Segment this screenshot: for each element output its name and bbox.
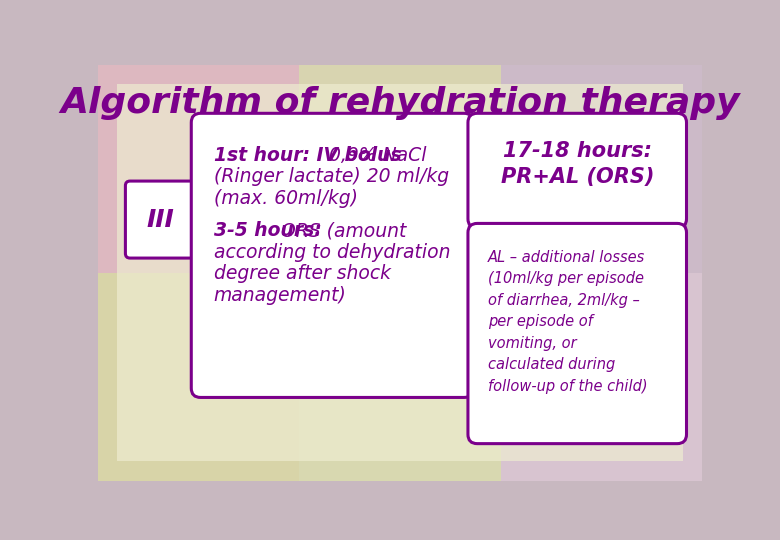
Bar [501, 273, 702, 481]
Text: ORS (amount: ORS (amount [281, 221, 406, 240]
Text: 0,9% NaCl: 0,9% NaCl [329, 146, 427, 165]
FancyBboxPatch shape [191, 113, 473, 397]
Text: (max. 60ml/kg): (max. 60ml/kg) [214, 189, 358, 208]
FancyBboxPatch shape [468, 113, 686, 228]
Text: follow-up of the child): follow-up of the child) [488, 379, 647, 394]
Text: (Ringer lactate) 20 ml/kg: (Ringer lactate) 20 ml/kg [214, 167, 448, 186]
Text: degree after shock: degree after shock [214, 264, 391, 283]
Bar [299, 273, 501, 481]
FancyBboxPatch shape [117, 84, 682, 461]
Text: (10ml/kg per episode: (10ml/kg per episode [488, 271, 644, 286]
Text: PR+AL (ORS): PR+AL (ORS) [501, 167, 654, 187]
Bar [299, 65, 501, 273]
Text: of diarrhea, 2ml/kg –: of diarrhea, 2ml/kg – [488, 293, 640, 308]
Text: 3-5 hours:: 3-5 hours: [214, 221, 328, 240]
Bar [501, 65, 702, 273]
Text: vomiting, or: vomiting, or [488, 336, 576, 351]
FancyBboxPatch shape [468, 224, 686, 444]
Text: Algorithm of rehydration therapy: Algorithm of rehydration therapy [60, 86, 739, 120]
Text: per episode of: per episode of [488, 314, 593, 329]
Text: calculated during: calculated during [488, 357, 615, 373]
Text: 1st hour: IV bolus: 1st hour: IV bolus [214, 146, 408, 165]
Text: according to dehydration: according to dehydration [214, 242, 450, 262]
Bar [98, 273, 299, 481]
Text: III: III [147, 207, 174, 232]
FancyBboxPatch shape [126, 181, 195, 258]
Text: AL – additional losses: AL – additional losses [488, 249, 645, 265]
Bar [98, 65, 299, 273]
Text: management): management) [214, 286, 346, 305]
Text: 17-18 hours:: 17-18 hours: [503, 141, 652, 161]
